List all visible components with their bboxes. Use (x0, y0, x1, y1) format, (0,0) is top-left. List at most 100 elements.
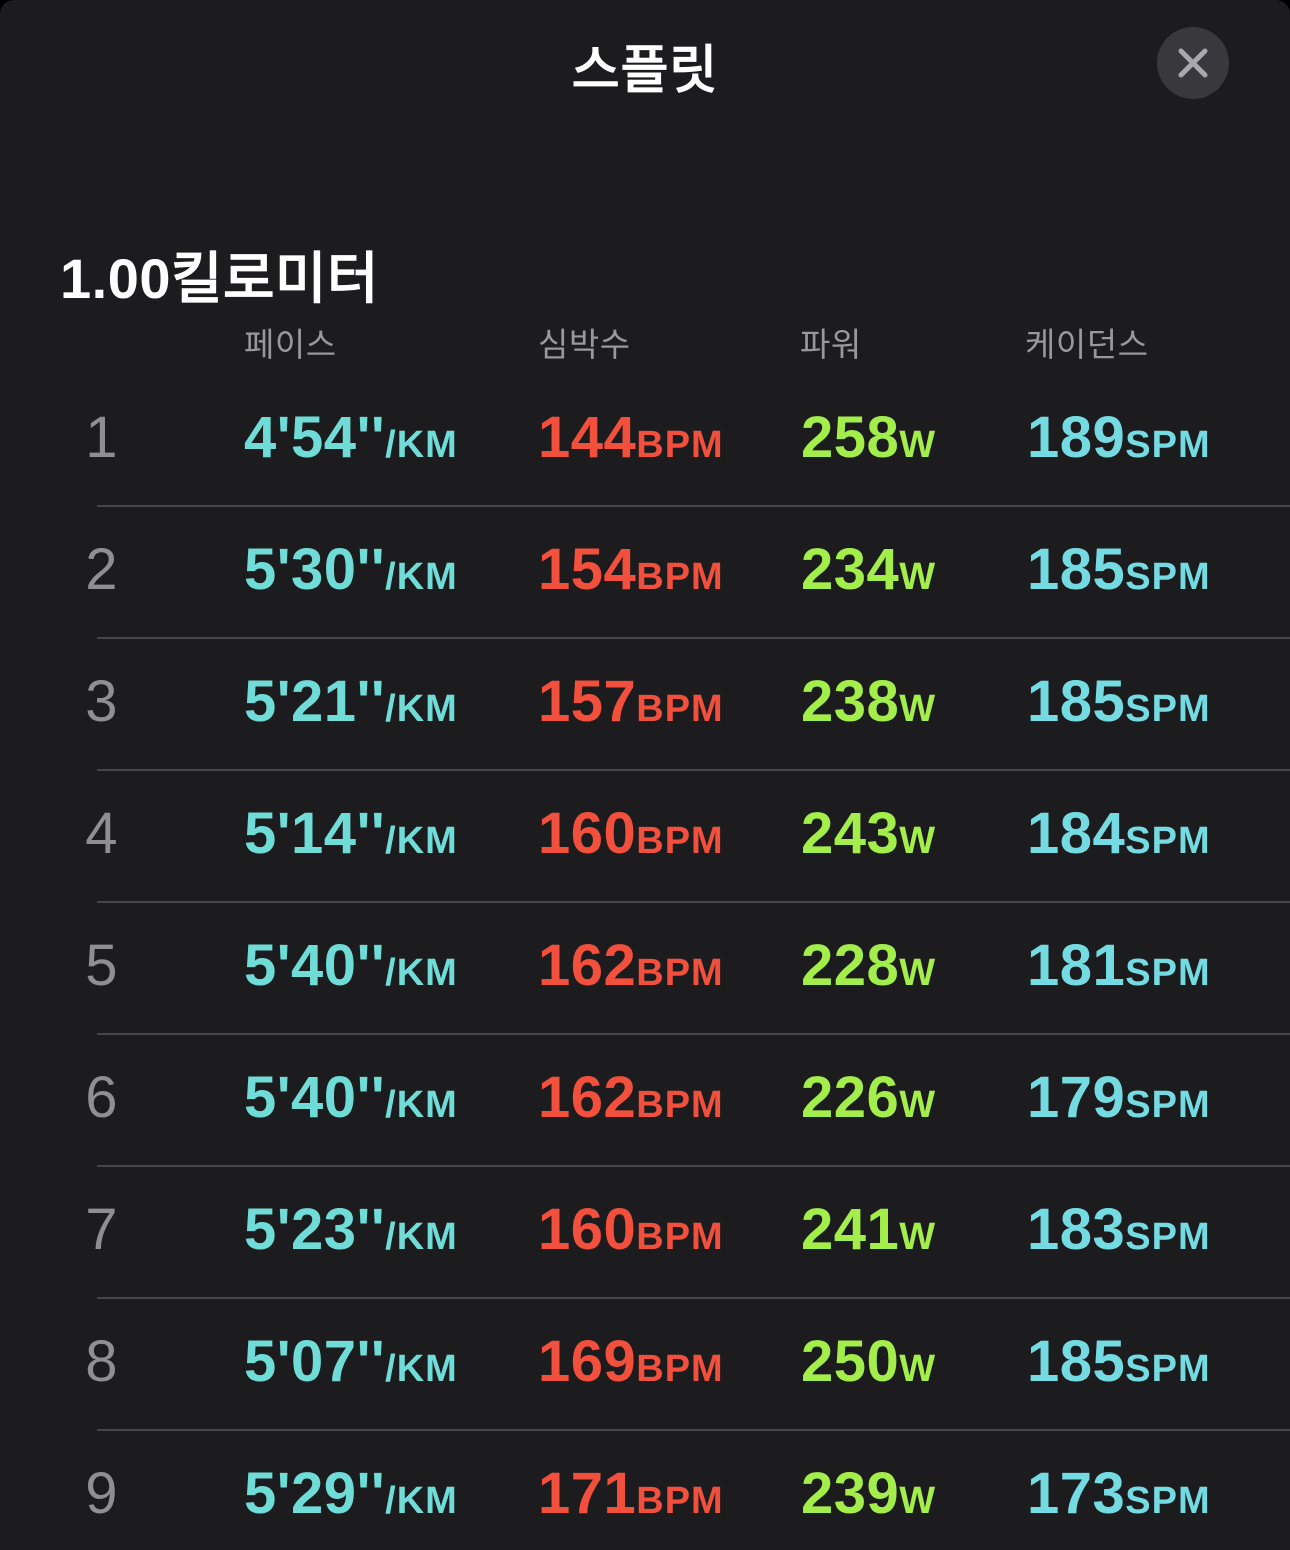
cadence-value: 179SPM (1027, 1064, 1211, 1130)
heart-rate-value: 160BPM (538, 800, 724, 866)
unit-label: W (899, 819, 937, 862)
pace-value: 5'23''/KM (244, 1196, 458, 1262)
unit-label: SPM (1125, 1479, 1211, 1522)
split-row: 9 5'29''/KM 171BPM 239W 173SPM (0, 1429, 1290, 1550)
unit-label: SPM (1125, 555, 1211, 598)
split-index-value: 3 (85, 668, 118, 734)
unit-label: W (899, 1215, 937, 1258)
column-header-heart-rate: 심박수 (538, 326, 631, 363)
unit-label: SPM (1125, 1347, 1211, 1390)
unit-label: SPM (1125, 423, 1211, 466)
pace-value: 5'21''/KM (244, 668, 458, 734)
unit-label: /KM (385, 1083, 458, 1126)
heart-rate-value: 162BPM (538, 1064, 724, 1130)
unit-label: BPM (636, 1083, 724, 1126)
power-value: 226W (801, 1064, 937, 1130)
cadence-value: 183SPM (1027, 1196, 1211, 1262)
power-value: 243W (801, 800, 937, 866)
split-index-value: 5 (85, 932, 118, 998)
heart-rate-value: 169BPM (538, 1328, 724, 1394)
power-value: 241W (801, 1196, 937, 1262)
heart-rate-value: 162BPM (538, 932, 724, 998)
unit-label: BPM (636, 555, 724, 598)
unit-label: /KM (385, 1215, 458, 1258)
split-row: 1 4'54''/KM 144BPM 258W 189SPM (0, 374, 1290, 506)
unit-label: SPM (1125, 1215, 1211, 1258)
split-row: 8 5'07''/KM 169BPM 250W 185SPM (0, 1297, 1290, 1430)
unit-label: /KM (385, 687, 458, 730)
unit-label: SPM (1125, 819, 1211, 862)
unit-label: SPM (1125, 1083, 1211, 1126)
heart-rate-value: 154BPM (538, 536, 724, 602)
unit-label: BPM (636, 1479, 724, 1522)
power-value: 239W (801, 1460, 937, 1526)
split-row: 4 5'14''/KM 160BPM 243W 184SPM (0, 769, 1290, 902)
power-value: 258W (801, 404, 937, 470)
pace-value: 5'07''/KM (244, 1328, 458, 1394)
power-value: 250W (801, 1328, 937, 1394)
unit-label: /KM (385, 951, 458, 994)
split-row: 6 5'40''/KM 162BPM 226W 179SPM (0, 1033, 1290, 1166)
unit-label: SPM (1125, 951, 1211, 994)
cadence-value: 185SPM (1027, 668, 1211, 734)
unit-label: W (899, 423, 937, 466)
page-title: 스플릿 (571, 42, 719, 100)
heart-rate-value: 157BPM (538, 668, 724, 734)
distance-section-heading: 1.00킬로미터 (60, 247, 380, 310)
unit-label: BPM (636, 1215, 724, 1258)
split-index-value: 8 (85, 1328, 118, 1394)
heart-rate-value: 160BPM (538, 1196, 724, 1262)
split-row: 2 5'30''/KM 154BPM 234W 185SPM (0, 505, 1290, 638)
split-index-value: 4 (85, 800, 118, 866)
pace-value: 5'30''/KM (244, 536, 458, 602)
pace-value: 5'40''/KM (244, 1064, 458, 1130)
close-button[interactable] (1157, 27, 1229, 99)
table-header-row: 페이스 심박수 파워 케이던스 (0, 318, 1290, 364)
power-value: 238W (801, 668, 937, 734)
heart-rate-value: 171BPM (538, 1460, 724, 1526)
pace-value: 5'14''/KM (244, 800, 458, 866)
unit-label: BPM (636, 1347, 724, 1390)
column-header-power: 파워 (800, 326, 862, 363)
cadence-value: 181SPM (1027, 932, 1211, 998)
unit-label: SPM (1125, 687, 1211, 730)
split-row: 7 5'23''/KM 160BPM 241W 183SPM (0, 1165, 1290, 1298)
unit-label: /KM (385, 819, 458, 862)
unit-label: BPM (636, 819, 724, 862)
power-value: 228W (801, 932, 937, 998)
cadence-value: 184SPM (1027, 800, 1211, 866)
unit-label: /KM (385, 423, 458, 466)
pace-value: 4'54''/KM (244, 404, 458, 470)
close-icon (1176, 46, 1210, 80)
split-row: 5 5'40''/KM 162BPM 228W 181SPM (0, 901, 1290, 1034)
pace-value: 5'40''/KM (244, 932, 458, 998)
unit-label: W (899, 687, 937, 730)
heart-rate-value: 144BPM (538, 404, 724, 470)
unit-label: /KM (385, 1479, 458, 1522)
column-header-pace: 페이스 (244, 326, 337, 363)
unit-label: W (899, 1083, 937, 1126)
unit-label: W (899, 951, 937, 994)
split-row: 3 5'21''/KM 157BPM 238W 185SPM (0, 637, 1290, 770)
split-index-value: 9 (85, 1460, 118, 1526)
unit-label: /KM (385, 555, 458, 598)
unit-label: BPM (636, 423, 724, 466)
unit-label: BPM (636, 687, 724, 730)
unit-label: W (899, 1347, 937, 1390)
split-index-value: 2 (85, 536, 118, 602)
splits-rows: 1 4'54''/KM 144BPM 258W 189SPM 2 5'30''/KM 154B… (0, 374, 1290, 1550)
pace-value: 5'29''/KM (244, 1460, 458, 1526)
cadence-value: 185SPM (1027, 1328, 1211, 1394)
split-index-value: 7 (85, 1196, 118, 1262)
unit-label: W (899, 555, 937, 598)
unit-label: /KM (385, 1347, 458, 1390)
cadence-value: 173SPM (1027, 1460, 1211, 1526)
split-index-value: 6 (85, 1064, 118, 1130)
column-header-cadence: 케이던스 (1025, 326, 1149, 363)
unit-label: BPM (636, 951, 724, 994)
cadence-value: 185SPM (1027, 536, 1211, 602)
unit-label: W (899, 1479, 937, 1522)
cadence-value: 189SPM (1027, 404, 1211, 470)
power-value: 234W (801, 536, 937, 602)
